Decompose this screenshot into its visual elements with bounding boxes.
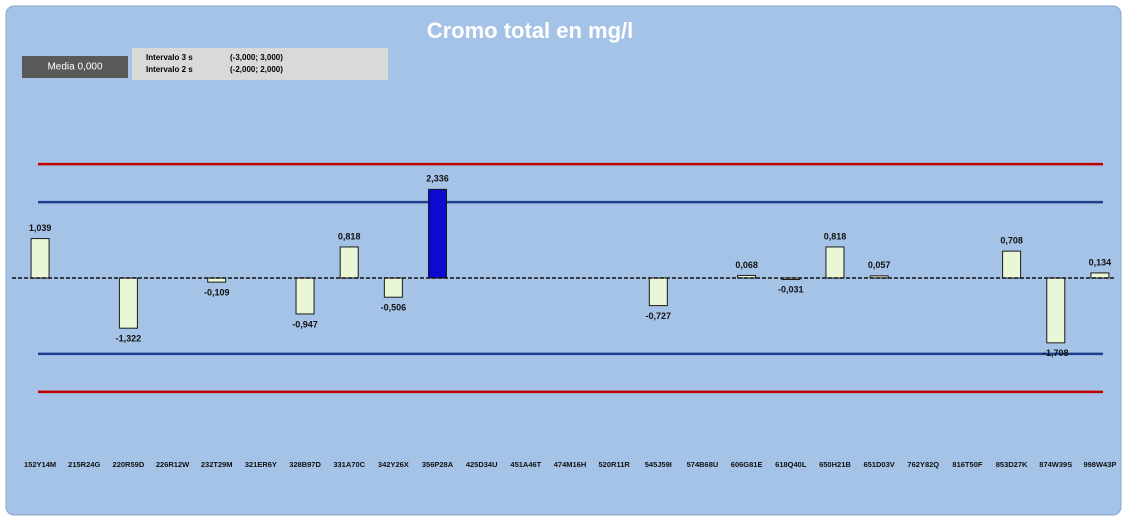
- x-tick-label: 651D03V: [863, 460, 894, 469]
- panel: [5, 5, 1122, 516]
- bar: [428, 188, 448, 279]
- x-tick-label: 606G81E: [731, 460, 763, 469]
- x-tick-label: 816T50F: [952, 460, 982, 469]
- value-label: 0,818: [824, 231, 847, 241]
- x-tick-label: 356P28A: [422, 460, 454, 469]
- value-label: -0,947: [292, 319, 318, 329]
- interval-range: (-2,000; 2,000): [230, 65, 283, 74]
- bar: [781, 277, 801, 281]
- value-label: 0,068: [735, 260, 758, 270]
- x-tick-label: 762Y82Q: [907, 460, 939, 469]
- x-tick-label: 451A46T: [510, 460, 541, 469]
- bar: [118, 277, 138, 329]
- x-tick-label: 618Q40L: [775, 460, 807, 469]
- value-label: -1,708: [1043, 348, 1069, 358]
- bar: [295, 277, 315, 315]
- x-tick-label: 853D27K: [996, 460, 1028, 469]
- bar: [30, 238, 50, 279]
- x-tick-label: 874W39S: [1039, 460, 1072, 469]
- x-tick-label: 520R11R: [599, 460, 631, 469]
- value-label: 0,818: [338, 231, 361, 241]
- value-label: 0,134: [1089, 257, 1112, 267]
- x-tick-label: 342Y26X: [378, 460, 409, 469]
- x-tick-label: 328B97D: [289, 460, 321, 469]
- value-label: 1,039: [29, 223, 52, 233]
- x-tick-label: 220R59D: [113, 460, 145, 469]
- chart-title: Cromo total en mg/l: [427, 18, 634, 43]
- x-tick-label: 545J59I: [645, 460, 672, 469]
- x-tick-label: 226R12W: [156, 460, 190, 469]
- interval-label: Intervalo 2 s: [146, 65, 193, 74]
- x-tick-label: 998W43P: [1083, 460, 1116, 469]
- value-label: -0,727: [646, 311, 672, 321]
- bar: [1002, 250, 1022, 279]
- interval-label: Intervalo 3 s: [146, 53, 193, 62]
- x-tick-label: 232T29M: [201, 460, 233, 469]
- bar: [1090, 272, 1110, 279]
- bar: [825, 246, 845, 279]
- x-tick-label: 152Y14M: [24, 460, 56, 469]
- value-label: -0,506: [381, 303, 407, 313]
- value-label: 2,336: [426, 174, 449, 184]
- value-label: -0,109: [204, 288, 230, 298]
- value-label: 0,708: [1000, 236, 1023, 246]
- x-tick-label: 321ER6Y: [245, 460, 277, 469]
- x-tick-label: 425D34U: [466, 460, 498, 469]
- value-label: 0,057: [868, 260, 891, 270]
- value-label: -1,322: [116, 334, 142, 344]
- interval-range: (-3,000; 3,000): [230, 53, 283, 62]
- mean-box: [22, 56, 128, 78]
- bar: [1046, 277, 1066, 344]
- bar: [339, 246, 359, 279]
- x-tick-label: 574B68U: [687, 460, 719, 469]
- bar: [648, 277, 668, 307]
- x-tick-label: 331A70C: [333, 460, 365, 469]
- bar: [383, 277, 403, 298]
- mean-label: Media 0,000: [47, 62, 102, 73]
- x-tick-label: 474M16H: [554, 460, 587, 469]
- value-label: -0,031: [778, 285, 804, 295]
- x-tick-label: 215R24G: [68, 460, 100, 469]
- interval-box: [132, 48, 388, 80]
- x-tick-label: 650H21B: [819, 460, 851, 469]
